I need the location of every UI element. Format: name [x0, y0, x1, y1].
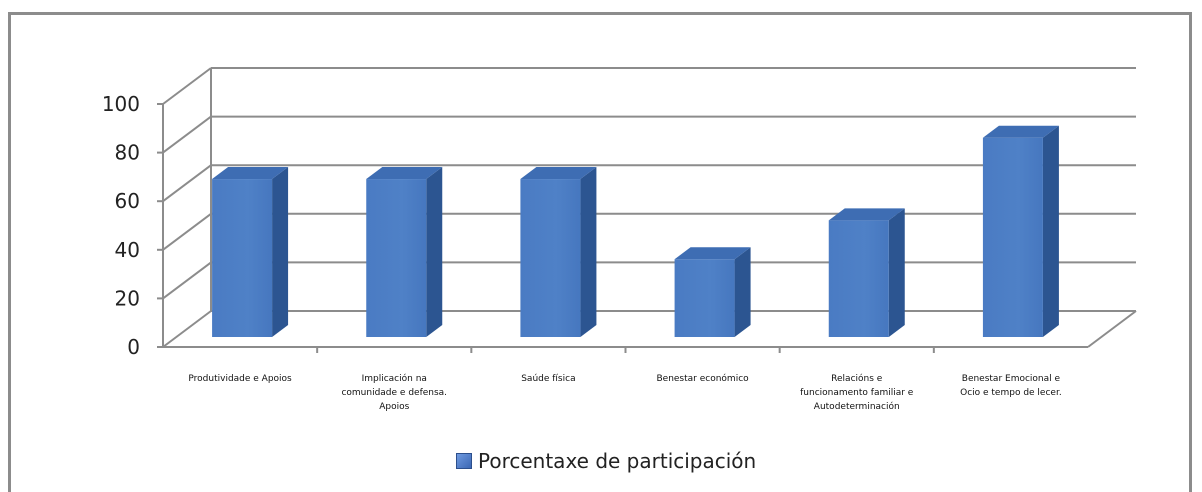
grid-diagonal: [162, 213, 212, 251]
grid-diagonal: [162, 310, 212, 348]
legend-swatch: [456, 453, 472, 469]
bar-side: [1042, 125, 1059, 338]
x-category-label-line: Benestar económico: [656, 374, 749, 384]
bar-front: [366, 179, 427, 337]
bar-side: [272, 167, 289, 337]
bar-front: [674, 259, 735, 337]
y-tick-label: 0: [127, 335, 140, 359]
bar: [212, 167, 289, 337]
x-category-label-line: Autodeterminación: [813, 402, 900, 412]
x-category-label-line: Relacións e: [831, 374, 883, 384]
bar-top: [828, 208, 905, 221]
bar: [828, 208, 905, 337]
bar-top: [520, 167, 597, 180]
legend: Porcentaxe de participación: [456, 448, 756, 474]
x-category-label-line: Produtividade e Apoios: [188, 374, 292, 384]
x-category-label-line: Ocio e tempo de lecer.: [960, 388, 1062, 398]
x-category-label: Benestar económico: [628, 372, 778, 386]
y-tick-label: 40: [115, 238, 140, 262]
y-tick-label: 20: [115, 286, 140, 310]
bar: [982, 125, 1059, 338]
grid-diagonal: [162, 164, 212, 202]
bars: [212, 125, 1059, 338]
y-tick-label: 60: [115, 189, 140, 213]
x-category-label: Implicación na comunidade e defensa. Apoio…: [319, 372, 469, 414]
y-axis-ticks: 0 20 40 60 80 100: [102, 92, 935, 359]
bar-top: [674, 247, 751, 260]
x-category-label-line: Implicación na: [361, 374, 427, 384]
grid-diagonal: [162, 261, 212, 300]
bar-top: [982, 125, 1059, 138]
grid-diagonal: [162, 115, 212, 154]
bar-side: [734, 247, 751, 337]
bar: [366, 167, 443, 337]
bar-front: [982, 137, 1043, 337]
bar-front: [520, 179, 581, 337]
bar-side: [426, 167, 443, 337]
bar-top: [366, 167, 443, 180]
x-category-label-line: Saúde física: [521, 374, 576, 384]
grid-diagonal: [162, 67, 212, 105]
bar-front: [212, 179, 273, 337]
bar-front: [828, 220, 889, 337]
x-category-label: Relacións e funcionamento familiar e Autod…: [782, 372, 932, 414]
x-category-label: Saúde física: [473, 372, 623, 386]
x-category-label: Benestar Emocional e Ocio e tempo de lece…: [936, 372, 1086, 400]
bar-side: [580, 167, 597, 337]
floor-right-edge: [1087, 310, 1137, 348]
bar: [520, 167, 597, 337]
x-category-label-line: comunidade e defensa.: [341, 388, 448, 398]
x-category-label-line: Apoios: [379, 402, 410, 412]
x-category-label-line: Benestar Emocional e: [961, 374, 1061, 384]
bar-top: [212, 167, 289, 180]
y-tick-label: 100: [102, 92, 140, 116]
legend-label: Porcentaxe de participación: [478, 449, 757, 473]
bar-side: [888, 208, 905, 337]
x-category-label-line: funcionamento familiar e: [800, 388, 914, 398]
bar: [674, 247, 751, 337]
y-tick-label: 80: [115, 141, 140, 165]
x-category-label: Produtividade e Apoios: [165, 372, 315, 386]
